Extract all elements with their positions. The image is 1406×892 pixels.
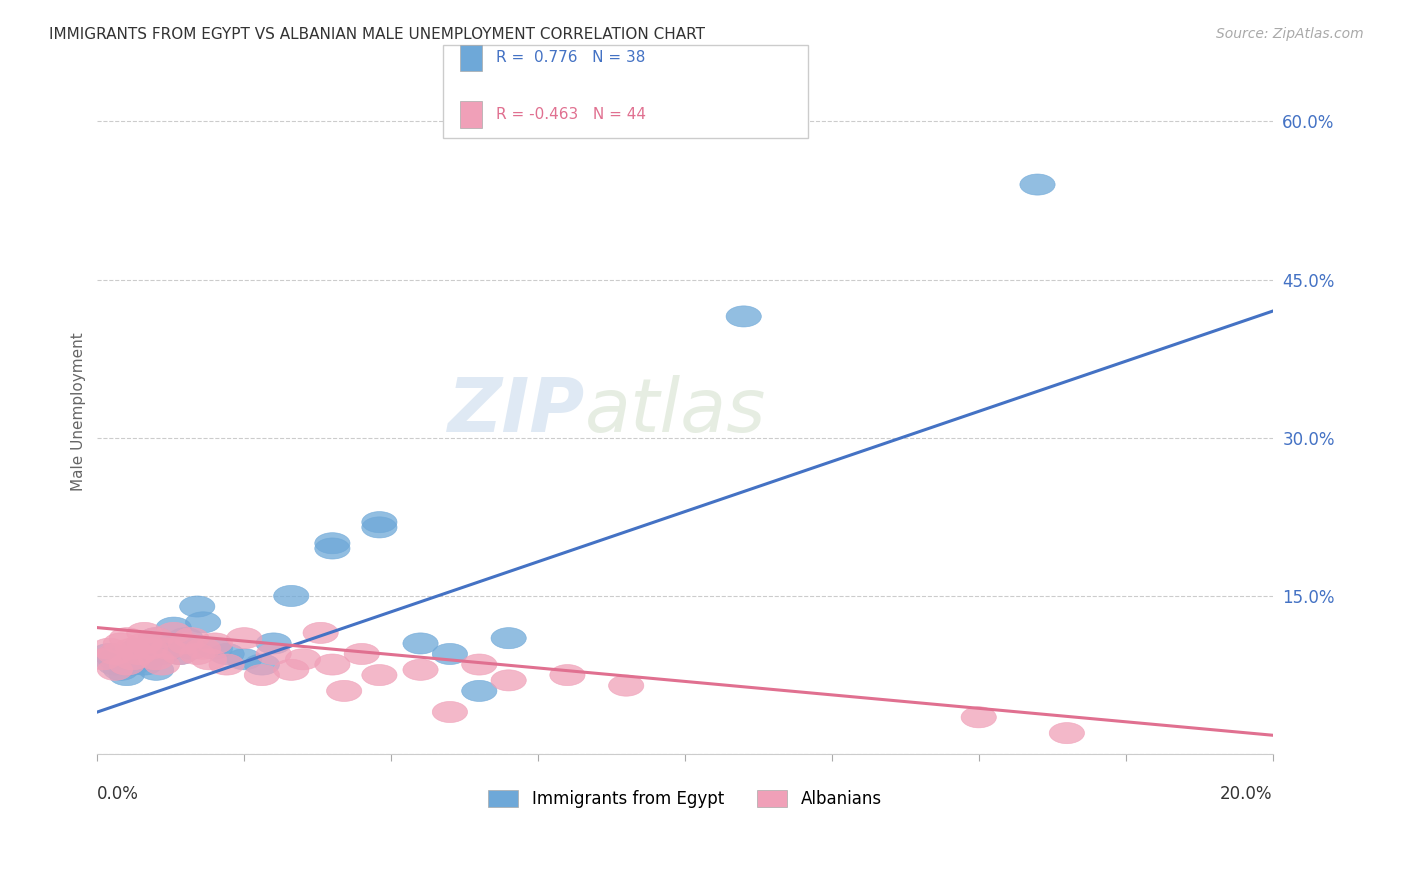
Text: R = -0.463   N = 44: R = -0.463 N = 44 [496,107,647,121]
Ellipse shape [1049,723,1084,744]
Ellipse shape [97,648,132,670]
Ellipse shape [86,648,121,670]
Ellipse shape [110,628,145,648]
Ellipse shape [115,654,150,675]
Ellipse shape [97,659,132,681]
Text: 0.0%: 0.0% [97,785,139,803]
Ellipse shape [274,659,309,681]
Ellipse shape [304,623,339,643]
Ellipse shape [174,628,209,648]
Legend: Immigrants from Egypt, Albanians: Immigrants from Egypt, Albanians [482,783,889,814]
Ellipse shape [326,681,361,701]
Ellipse shape [110,654,145,675]
Text: R =  0.776   N = 38: R = 0.776 N = 38 [496,51,645,65]
Ellipse shape [245,665,280,686]
Ellipse shape [432,643,468,665]
Text: Source: ZipAtlas.com: Source: ZipAtlas.com [1216,27,1364,41]
Ellipse shape [162,643,197,665]
Text: ZIP: ZIP [447,375,585,448]
Ellipse shape [97,654,132,675]
Text: IMMIGRANTS FROM EGYPT VS ALBANIAN MALE UNEMPLOYMENT CORRELATION CHART: IMMIGRANTS FROM EGYPT VS ALBANIAN MALE U… [49,27,706,42]
Ellipse shape [138,628,174,648]
Ellipse shape [156,617,191,638]
Ellipse shape [550,665,585,686]
Ellipse shape [274,585,309,607]
Ellipse shape [180,643,215,665]
Ellipse shape [226,648,262,670]
Ellipse shape [209,643,245,665]
Text: 20.0%: 20.0% [1220,785,1272,803]
Ellipse shape [186,638,221,659]
Ellipse shape [167,633,202,654]
Ellipse shape [110,665,145,686]
Ellipse shape [121,638,156,659]
Ellipse shape [226,628,262,648]
Ellipse shape [725,306,761,327]
Ellipse shape [361,516,396,538]
Ellipse shape [132,638,167,659]
Ellipse shape [197,638,232,659]
Ellipse shape [361,512,396,533]
Ellipse shape [315,654,350,675]
Ellipse shape [127,633,162,654]
Ellipse shape [432,701,468,723]
Ellipse shape [132,643,167,665]
Ellipse shape [315,538,350,559]
Ellipse shape [121,643,156,665]
Ellipse shape [127,648,162,670]
Ellipse shape [110,648,145,670]
Ellipse shape [609,675,644,696]
Ellipse shape [461,681,496,701]
Ellipse shape [150,638,186,659]
Ellipse shape [315,533,350,554]
Y-axis label: Male Unemployment: Male Unemployment [72,332,86,491]
Ellipse shape [103,659,138,681]
Ellipse shape [404,633,439,654]
Ellipse shape [344,643,380,665]
Text: atlas: atlas [585,376,766,448]
Ellipse shape [404,659,439,681]
Ellipse shape [174,638,209,659]
Ellipse shape [115,648,150,670]
Ellipse shape [245,654,280,675]
Ellipse shape [256,633,291,654]
Ellipse shape [138,648,174,670]
Ellipse shape [491,628,526,648]
Ellipse shape [167,628,202,648]
Ellipse shape [150,638,186,659]
Ellipse shape [97,643,132,665]
Ellipse shape [127,623,162,643]
Ellipse shape [127,654,162,675]
Ellipse shape [91,638,127,659]
Ellipse shape [461,654,496,675]
Ellipse shape [145,654,180,675]
Ellipse shape [186,612,221,633]
Ellipse shape [209,654,245,675]
Ellipse shape [197,633,232,654]
Ellipse shape [91,643,127,665]
Ellipse shape [156,623,191,643]
Ellipse shape [138,659,174,681]
Ellipse shape [162,643,197,665]
Ellipse shape [361,665,396,686]
Ellipse shape [256,643,291,665]
Ellipse shape [1019,174,1054,195]
Ellipse shape [285,648,321,670]
Ellipse shape [191,648,226,670]
Ellipse shape [138,628,174,648]
Ellipse shape [180,596,215,617]
Ellipse shape [115,638,150,659]
Ellipse shape [962,706,997,728]
Ellipse shape [115,643,150,665]
Ellipse shape [103,633,138,654]
Ellipse shape [491,670,526,691]
Ellipse shape [145,643,180,665]
